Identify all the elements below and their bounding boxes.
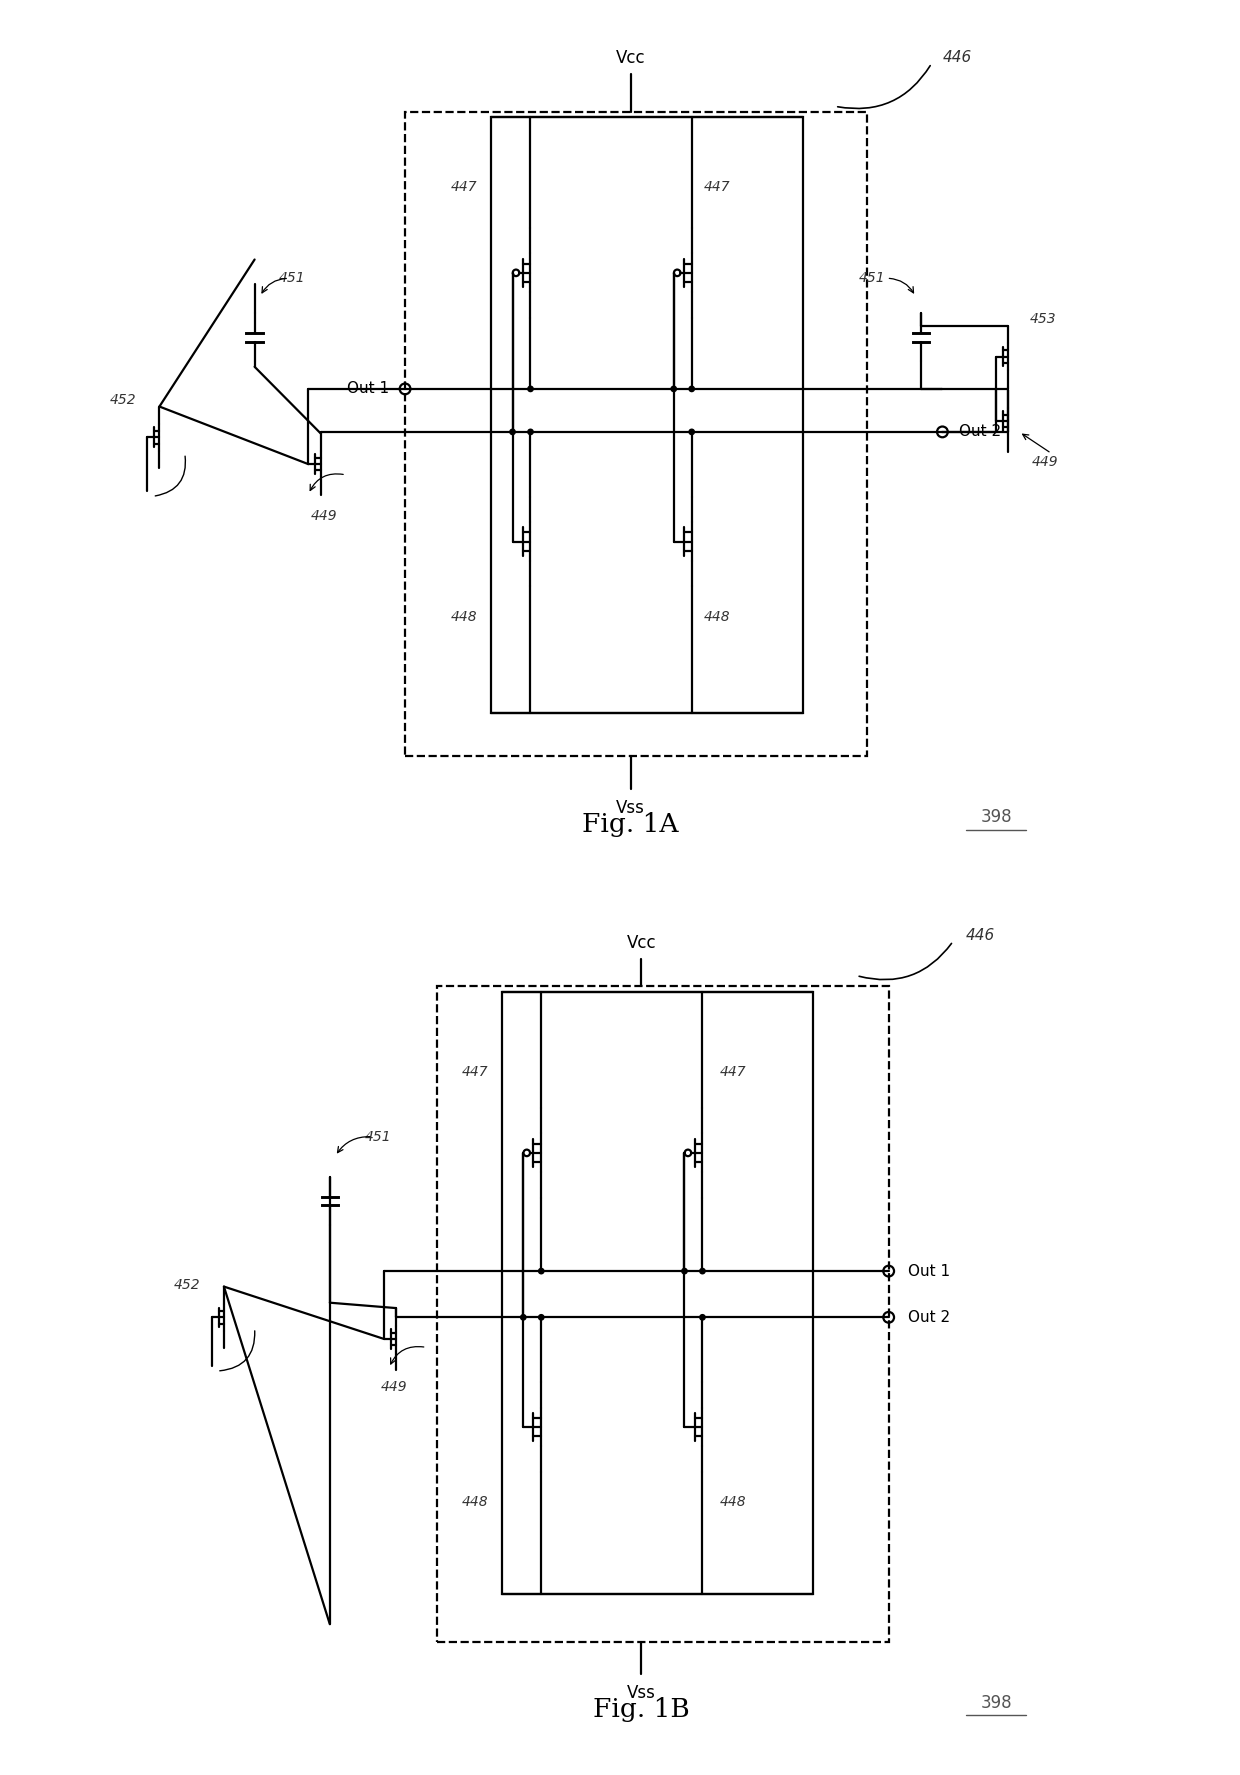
Text: Fig. 1A: Fig. 1A [583, 811, 680, 838]
Circle shape [528, 430, 533, 435]
Text: 447: 447 [703, 179, 730, 193]
Text: 447: 447 [451, 179, 477, 193]
Text: Vss: Vss [627, 1684, 656, 1702]
Text: 446: 446 [942, 50, 972, 66]
Circle shape [671, 387, 677, 392]
Text: 447: 447 [719, 1065, 746, 1079]
Text: 451: 451 [365, 1129, 392, 1143]
Text: 448: 448 [461, 1495, 489, 1509]
Circle shape [521, 1315, 526, 1321]
Text: Vcc: Vcc [626, 934, 656, 953]
Circle shape [689, 430, 694, 435]
Text: 452: 452 [175, 1278, 201, 1292]
Text: Fig. 1B: Fig. 1B [593, 1697, 689, 1722]
Circle shape [538, 1269, 544, 1274]
Text: 452: 452 [110, 392, 136, 406]
Text: 451: 451 [279, 272, 305, 286]
Text: Vcc: Vcc [616, 50, 646, 67]
Text: 453: 453 [1030, 312, 1056, 327]
Circle shape [528, 387, 533, 392]
Text: 451: 451 [859, 272, 885, 286]
Text: Out 1: Out 1 [908, 1264, 950, 1278]
Circle shape [699, 1315, 706, 1321]
Circle shape [689, 387, 694, 392]
Text: 448: 448 [451, 611, 477, 623]
Text: Out 1: Out 1 [347, 382, 389, 396]
Text: 449: 449 [311, 509, 337, 522]
Circle shape [682, 1269, 687, 1274]
Text: 448: 448 [703, 611, 730, 623]
Text: Vss: Vss [616, 799, 645, 816]
Text: 446: 446 [966, 928, 996, 943]
Text: 447: 447 [461, 1065, 489, 1079]
Text: 449: 449 [381, 1381, 408, 1393]
Text: 398: 398 [981, 1693, 1012, 1711]
Text: Out 2: Out 2 [908, 1310, 950, 1324]
Circle shape [699, 1269, 706, 1274]
Text: Out 2: Out 2 [959, 424, 1001, 440]
Text: 398: 398 [981, 808, 1012, 827]
Circle shape [538, 1315, 544, 1321]
Text: 448: 448 [719, 1495, 746, 1509]
Text: 449: 449 [1032, 454, 1059, 469]
Circle shape [510, 430, 515, 435]
